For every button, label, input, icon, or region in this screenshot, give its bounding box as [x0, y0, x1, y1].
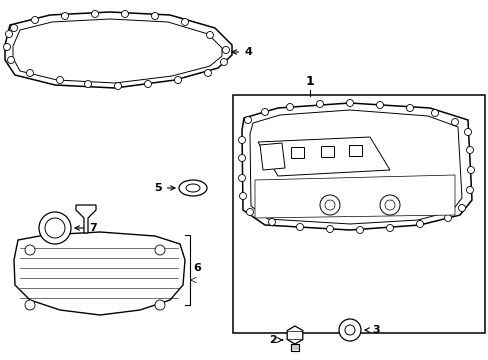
- Text: 7: 7: [75, 223, 97, 233]
- Text: 6: 6: [193, 263, 201, 273]
- Polygon shape: [260, 143, 285, 170]
- Circle shape: [7, 57, 15, 63]
- Circle shape: [25, 300, 35, 310]
- Polygon shape: [242, 103, 471, 230]
- Text: 2: 2: [268, 335, 282, 345]
- Polygon shape: [254, 175, 454, 218]
- Circle shape: [467, 166, 473, 174]
- Circle shape: [91, 10, 98, 18]
- Circle shape: [84, 81, 91, 87]
- Circle shape: [356, 226, 363, 234]
- Circle shape: [5, 31, 13, 37]
- Circle shape: [222, 46, 229, 54]
- Circle shape: [466, 186, 472, 194]
- Circle shape: [346, 99, 353, 107]
- Circle shape: [319, 195, 339, 215]
- Circle shape: [406, 104, 413, 112]
- Circle shape: [416, 220, 423, 228]
- Circle shape: [238, 175, 245, 181]
- Circle shape: [379, 195, 399, 215]
- Polygon shape: [258, 137, 389, 176]
- Circle shape: [268, 219, 275, 225]
- Circle shape: [155, 300, 164, 310]
- Circle shape: [45, 218, 65, 238]
- Circle shape: [220, 58, 227, 66]
- Circle shape: [244, 117, 251, 123]
- Circle shape: [204, 69, 211, 77]
- Circle shape: [384, 200, 394, 210]
- Circle shape: [206, 32, 213, 39]
- Circle shape: [296, 224, 303, 230]
- Circle shape: [430, 109, 438, 117]
- Circle shape: [121, 10, 128, 18]
- Polygon shape: [249, 110, 461, 224]
- Bar: [232, 95, 484, 333]
- Circle shape: [444, 215, 450, 221]
- Circle shape: [466, 147, 472, 153]
- Circle shape: [386, 225, 393, 231]
- Circle shape: [238, 136, 245, 144]
- Circle shape: [57, 77, 63, 84]
- Polygon shape: [76, 205, 96, 233]
- Circle shape: [464, 129, 470, 135]
- Text: 1: 1: [305, 75, 314, 88]
- Circle shape: [261, 108, 268, 116]
- Polygon shape: [13, 19, 222, 83]
- Circle shape: [316, 100, 323, 108]
- Circle shape: [325, 200, 334, 210]
- Circle shape: [144, 81, 151, 87]
- Circle shape: [450, 118, 458, 126]
- Circle shape: [286, 104, 293, 111]
- Circle shape: [345, 325, 354, 335]
- Circle shape: [151, 13, 158, 19]
- Circle shape: [10, 24, 18, 32]
- FancyBboxPatch shape: [320, 146, 333, 157]
- Circle shape: [61, 13, 68, 19]
- Circle shape: [39, 212, 71, 244]
- Circle shape: [326, 225, 333, 233]
- Circle shape: [376, 102, 383, 108]
- Circle shape: [181, 18, 188, 26]
- Circle shape: [3, 44, 10, 50]
- Circle shape: [155, 245, 164, 255]
- Circle shape: [114, 82, 121, 90]
- Circle shape: [458, 204, 465, 212]
- Circle shape: [31, 17, 39, 23]
- Circle shape: [25, 245, 35, 255]
- Polygon shape: [5, 12, 231, 88]
- FancyBboxPatch shape: [290, 147, 304, 158]
- Text: 3: 3: [364, 325, 379, 335]
- Circle shape: [246, 208, 253, 216]
- Circle shape: [174, 77, 181, 84]
- Polygon shape: [286, 326, 302, 344]
- Ellipse shape: [185, 184, 200, 192]
- Circle shape: [26, 69, 34, 77]
- FancyBboxPatch shape: [348, 145, 361, 156]
- Text: 5: 5: [154, 183, 175, 193]
- Circle shape: [239, 193, 246, 199]
- Polygon shape: [14, 232, 184, 315]
- Circle shape: [338, 319, 360, 341]
- Text: 4: 4: [231, 47, 251, 57]
- Ellipse shape: [179, 180, 206, 196]
- Circle shape: [238, 154, 245, 162]
